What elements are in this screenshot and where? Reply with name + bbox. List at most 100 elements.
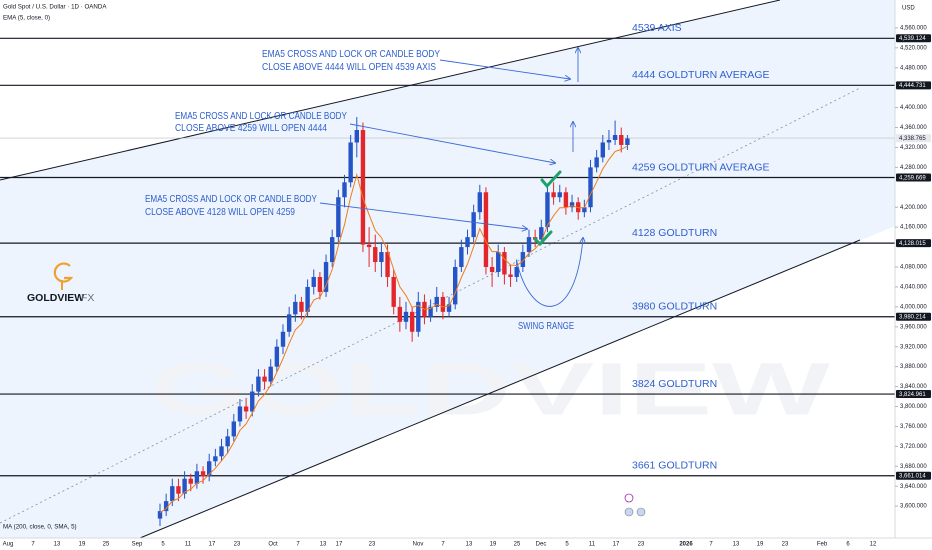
candle-body [594, 157, 599, 168]
channel-lower [139, 239, 861, 539]
level-text: 4259 GOLDTURN AVERAGE [632, 161, 770, 173]
candle-body [539, 227, 544, 240]
y-tick-label: 4,000.000 [900, 304, 927, 310]
candle-body [286, 314, 292, 332]
candle-body [416, 301, 421, 332]
price-badge-label: 4,259.669 [899, 175, 926, 181]
candle-body [471, 212, 476, 238]
channel-upper [0, 0, 781, 181]
ema-line [159, 145, 628, 514]
candle-body [243, 406, 249, 412]
candle-body [545, 192, 550, 228]
candle-body [317, 276, 323, 292]
arrow [319, 202, 527, 229]
x-tick-label: 23 [782, 542, 789, 548]
candle-body [366, 244, 372, 248]
event-icon [624, 507, 634, 517]
level-text: 4128 GOLDTURN [632, 227, 717, 239]
candle-body [489, 267, 495, 272]
candle-body [434, 296, 439, 307]
price-badge-label: 3,661.014 [899, 474, 926, 480]
price-badge [896, 239, 931, 248]
x-tick-label: Aug [3, 542, 14, 548]
x-tick-label: Sep [132, 542, 143, 548]
candle-body [262, 376, 267, 382]
x-tick-label: 25 [514, 542, 521, 548]
candle-body [606, 139, 612, 143]
candle-body [213, 456, 218, 462]
x-tick-label: 19 [79, 542, 86, 548]
y-tick-label: 4,480.000 [900, 65, 927, 71]
price-badge-label: 3,824.961 [899, 392, 926, 398]
price-badge-label: 3,980.214 [899, 315, 926, 321]
price-badge-label: 4,128.015 [899, 241, 926, 247]
candle-body [612, 134, 618, 140]
candle-body [569, 202, 575, 208]
candle-body [496, 252, 501, 272]
candle-body [176, 486, 181, 494]
event-icon [636, 507, 646, 517]
candle-body [207, 461, 212, 477]
indicator-label: MA (200, close, 0, SMA, 5) [3, 524, 77, 531]
y-tick-label: 3,920.000 [900, 344, 927, 350]
candle-body [182, 478, 187, 494]
candle-body [305, 286, 310, 312]
candle-body [483, 192, 489, 268]
candle-body [600, 142, 605, 158]
candle-body [446, 304, 452, 312]
candle-body [299, 301, 304, 312]
candle-body [354, 130, 359, 143]
x-tick-label: 13 [320, 542, 327, 548]
current-price-badge [896, 134, 931, 143]
y-tick-label: 3,720.000 [900, 444, 927, 450]
price-badge [896, 312, 931, 321]
x-tick-label: 7 [31, 542, 35, 548]
candle-body [428, 306, 433, 317]
candle-body [514, 267, 519, 277]
y-tick-label: 3,640.000 [900, 484, 927, 490]
arrow [439, 59, 570, 79]
candle-body [256, 376, 261, 392]
x-tick-label: 11 [589, 542, 596, 548]
candle-body [557, 192, 562, 198]
x-tick-label: 6 [846, 542, 850, 548]
candle-body [274, 346, 280, 367]
x-tick-label: 7 [441, 542, 445, 548]
price-badge [896, 390, 931, 399]
candle-body [293, 301, 298, 315]
candle-body [502, 252, 507, 275]
level-text: 3980 GOLDTURN [632, 300, 717, 312]
candle-body [163, 501, 169, 512]
candle-body [588, 167, 593, 208]
candle-body [551, 192, 556, 198]
note: CLOSE ABOVE 4444 WILL OPEN 4539 AXIS [262, 61, 436, 73]
candle-body [194, 471, 200, 484]
price-badge [896, 471, 931, 480]
candle-body [200, 471, 206, 477]
candles [157, 117, 630, 527]
note: EMA5 CROSS AND LOCK OR CANDLE BODY [262, 48, 440, 60]
channel-mid [0, 87, 861, 524]
y-tick-label: 4,400.000 [900, 105, 927, 111]
y-tick-label: 4,040.000 [900, 285, 927, 291]
y-tick-label: 4,560.000 [900, 25, 927, 31]
y-tick-label: 3,600.000 [900, 504, 927, 510]
candle-body [157, 511, 163, 519]
x-tick-label: 13 [466, 542, 473, 548]
x-tick-label: 23 [369, 542, 376, 548]
candle-body [170, 486, 175, 502]
x-tick-label: Feb [817, 542, 828, 548]
price-badge [896, 34, 931, 43]
logo-icon [53, 262, 74, 283]
x-tick-label: 13 [54, 542, 61, 548]
level-text: 3824 GOLDTURN [632, 378, 717, 390]
candle-body [403, 311, 409, 322]
candle-body [508, 274, 513, 277]
level-text: 4539 AXIS [632, 22, 682, 34]
note: EMA5 CROSS AND LOCK OR CANDLE BODY [175, 110, 347, 122]
candle-body [336, 197, 341, 238]
candle-body [348, 142, 353, 183]
y-tick-label: 4,320.000 [900, 145, 927, 151]
event-icon [624, 493, 634, 503]
note: EMA5 CROSS AND LOCK OR CANDLE BODY [145, 193, 317, 205]
